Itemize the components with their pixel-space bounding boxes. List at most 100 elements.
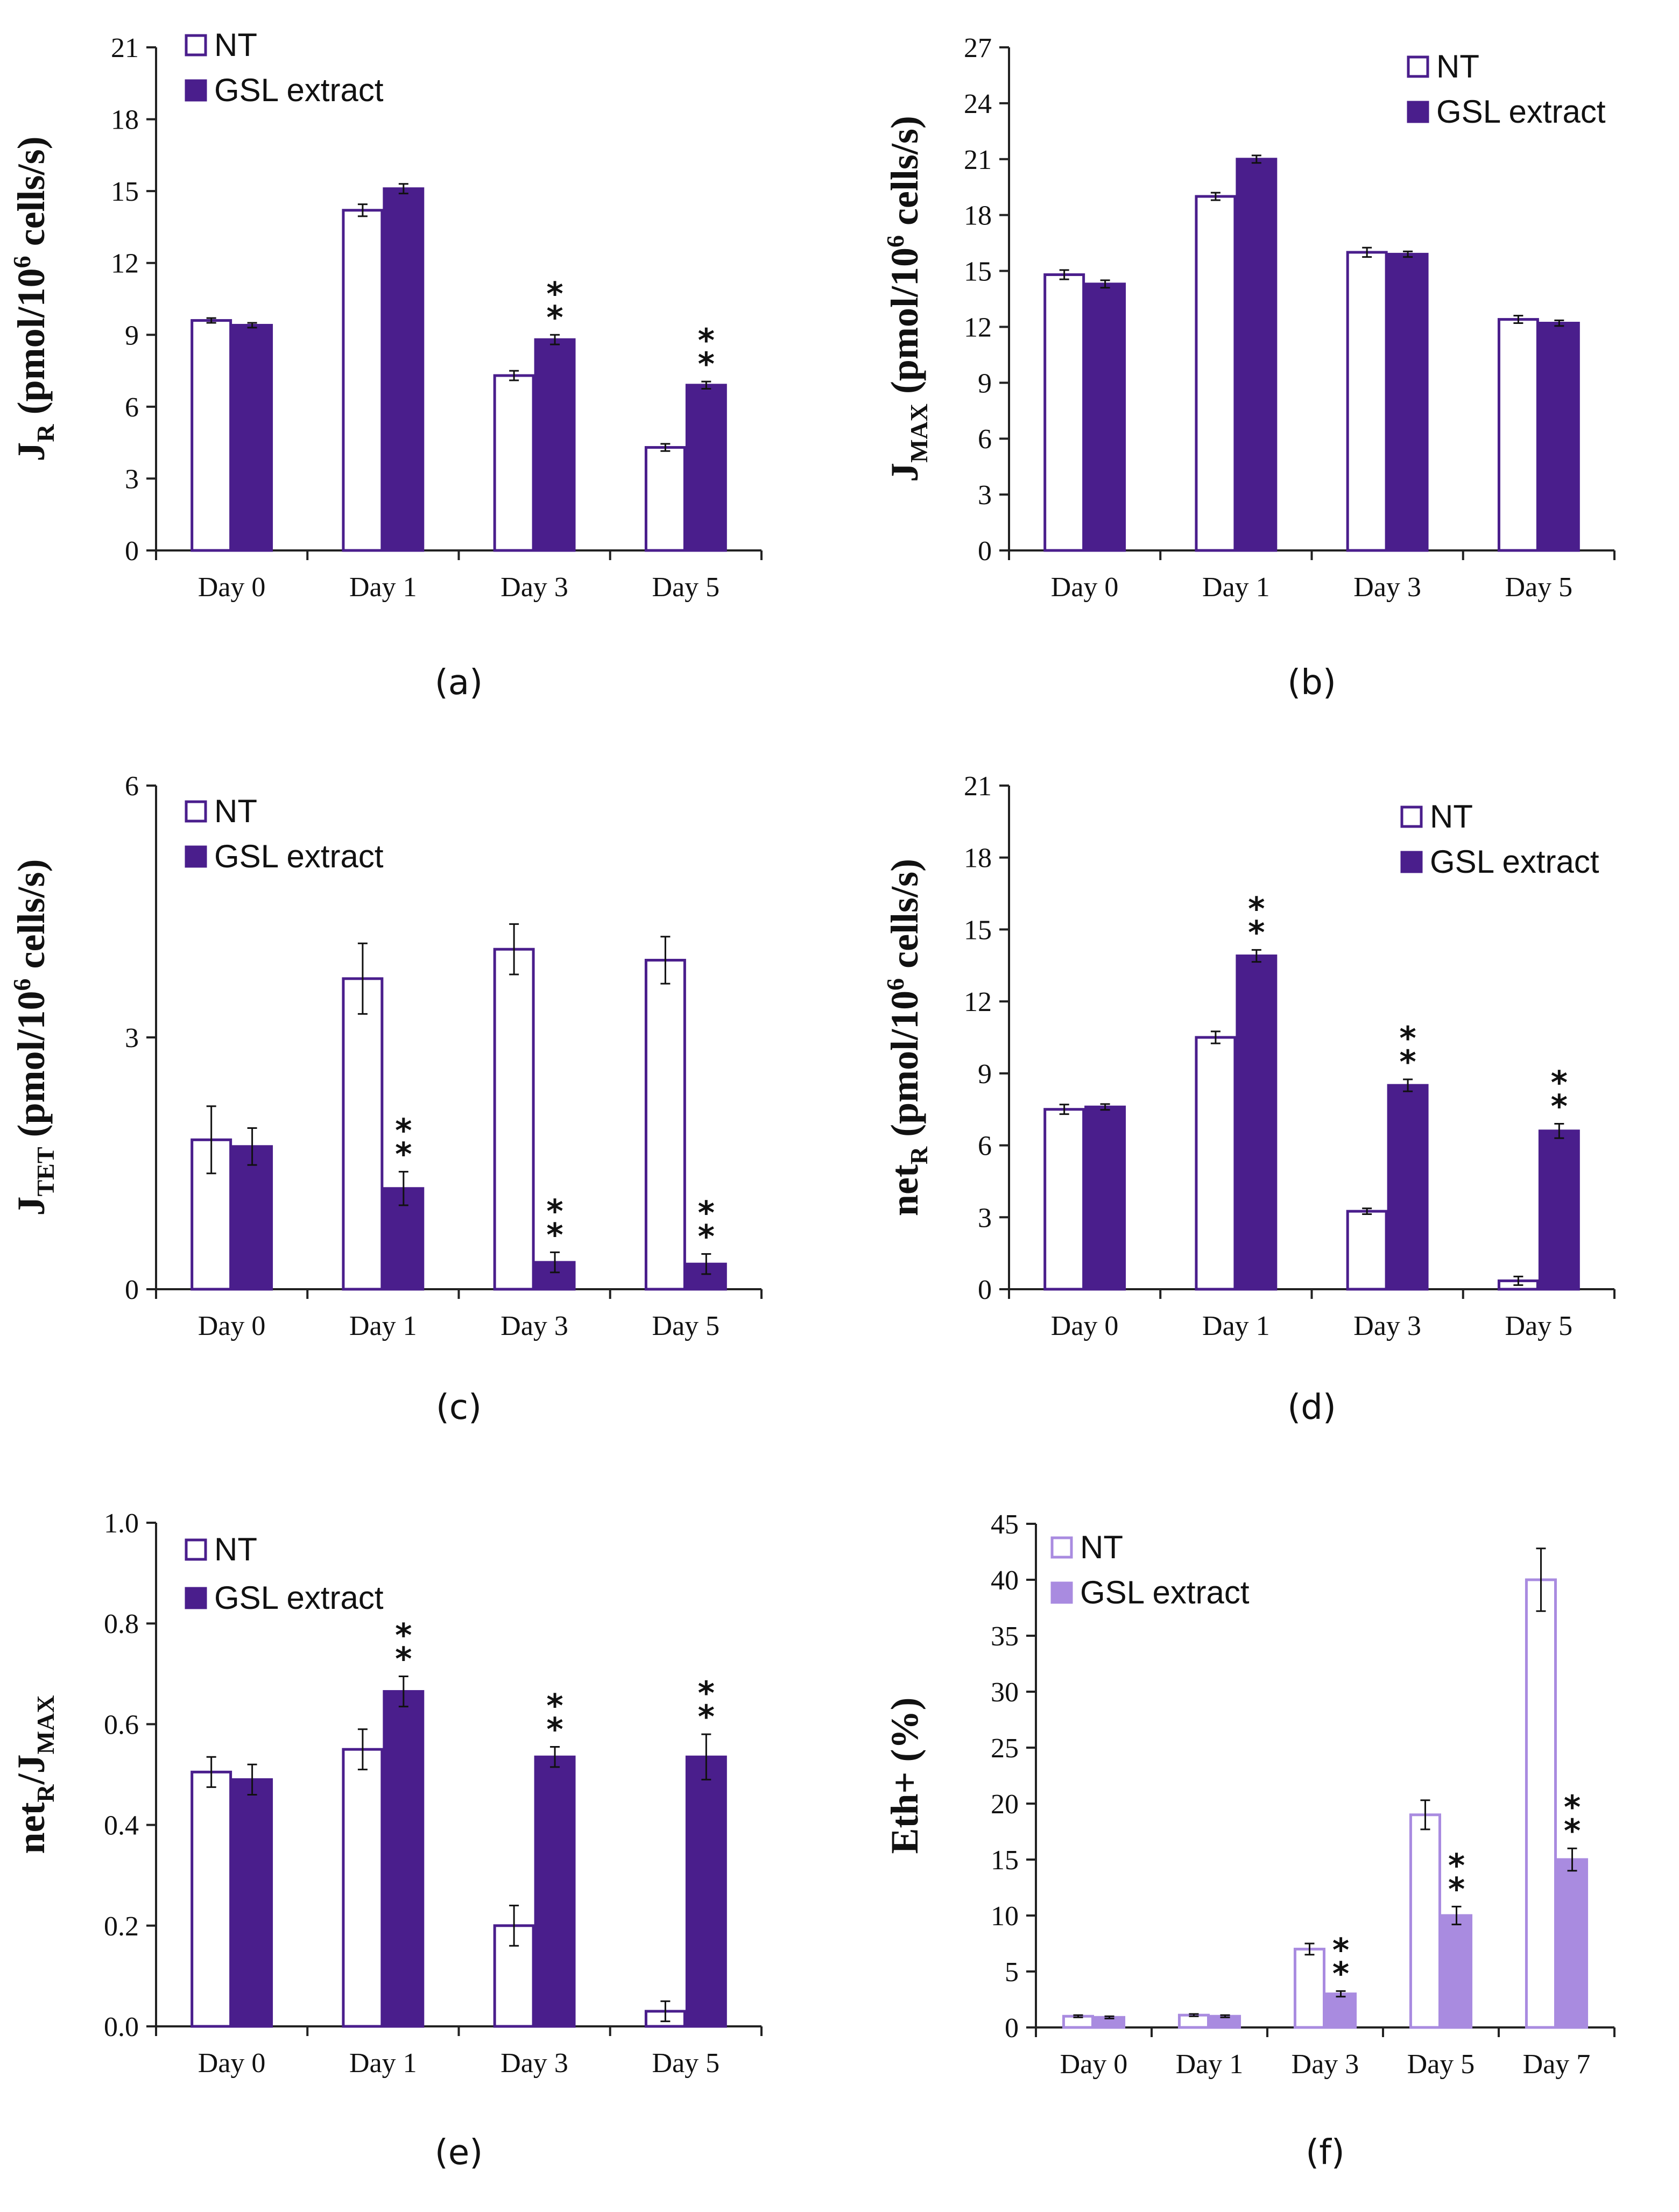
bar-gsl — [685, 1755, 727, 2028]
legend-swatch-nt — [1050, 1536, 1073, 1559]
bar-nt — [644, 446, 686, 552]
bar-gsl — [1084, 282, 1126, 552]
legend-swatch-gsl — [185, 79, 207, 102]
panel-caption: (b) — [1287, 663, 1336, 703]
legend-swatch-gsl — [185, 845, 207, 868]
x-tick-label: Day 0 — [198, 2048, 266, 2079]
legend-swatch-nt — [185, 34, 207, 56]
y-tick-label: 1.0 — [104, 1508, 139, 1539]
y-tick-label: 21 — [964, 145, 992, 175]
y-tick-label: 15 — [964, 915, 992, 945]
y-tick-label: 5 — [1005, 1957, 1019, 1988]
chart-panel-f: 0 5 10 15 20 25 30 35 40 45 Day 0 Day 1 Day 3 Day 5 Da… — [883, 1509, 1615, 2173]
bar-nt — [1195, 195, 1237, 552]
x-tick-label: Day 1 — [349, 2048, 417, 2079]
significance-marker-lower: * — [1551, 1087, 1568, 1125]
y-tick-label: 0 — [978, 1275, 992, 1305]
x-tick-label: Day 3 — [500, 1311, 568, 1341]
bar-nt — [1346, 1210, 1388, 1291]
significance-marker-upper: * — [1399, 1020, 1416, 1057]
bar-nt — [1195, 1036, 1237, 1291]
y-tick-label: 21 — [964, 771, 992, 802]
y-tick-label: 10 — [991, 1901, 1019, 1932]
y-tick-label: 0.4 — [104, 1811, 139, 1841]
x-tick-label: Day 1 — [1202, 1311, 1270, 1341]
significance-marker-lower: * — [698, 1218, 715, 1255]
x-tick-label: Day 0 — [1051, 572, 1119, 603]
x-tick-label: Day 1 — [1202, 572, 1270, 603]
panel-caption: (c) — [436, 1388, 482, 1427]
bar-nt — [1525, 1578, 1557, 2029]
y-tick-label: 0.0 — [104, 2012, 139, 2043]
bar-gsl — [1236, 954, 1278, 1291]
bar-nt — [493, 948, 535, 1291]
x-tick-label: Day 3 — [1353, 572, 1421, 603]
y-axis-title-part: cells/s) — [10, 136, 53, 256]
y-tick-label: 18 — [964, 201, 992, 231]
y-axis-title-part: Eth+ (%) — [883, 1697, 926, 1854]
x-tick-label: Day 0 — [1051, 1311, 1119, 1341]
y-tick-label: 18 — [964, 843, 992, 874]
significance-marker-upper: * — [395, 1616, 412, 1654]
y-tick-label: 15 — [964, 257, 992, 287]
significance-marker-lower: * — [698, 345, 715, 383]
bar-gsl — [1325, 1992, 1357, 2029]
bar-nt — [1497, 318, 1539, 552]
legend-label: GSL extract — [1430, 844, 1599, 880]
y-axis-title: netR/JMAX — [10, 1695, 59, 1854]
y-axis-title-part: R — [32, 424, 59, 442]
significance-marker-lower: * — [546, 1711, 563, 1749]
y-tick-label: 18 — [111, 105, 139, 136]
bar-gsl — [685, 384, 727, 552]
bar-nt — [1409, 1813, 1441, 2029]
significance-marker-lower: * — [1332, 1955, 1349, 1992]
y-axis-title-part: 6 — [881, 978, 909, 991]
y-axis-title-part: R — [32, 1784, 59, 1803]
panel-caption: (e) — [435, 2133, 483, 2173]
y-tick-label: 24 — [964, 89, 992, 119]
y-axis-title-part: cells/s) — [10, 859, 53, 978]
bar-nt — [493, 374, 535, 552]
significance-marker-upper: * — [546, 275, 563, 313]
significance-marker-upper: * — [1551, 1064, 1568, 1101]
chart-panel-b: 0 3 6 9 12 15 18 21 24 27 Day 0 Day 1 Day 3 Day 5 NT GS… — [881, 33, 1615, 703]
bar-gsl — [1556, 1858, 1589, 2029]
y-tick-label: 6 — [978, 424, 992, 455]
legend-swatch-nt — [1407, 55, 1429, 78]
bar-nt — [1293, 1947, 1325, 2029]
y-axis-title-part: J — [883, 463, 926, 482]
y-tick-label: 3 — [978, 480, 992, 511]
significance-marker-upper: * — [395, 1112, 412, 1150]
x-tick-label: Day 5 — [652, 572, 720, 603]
bar-nt — [644, 958, 686, 1291]
y-axis-title-part: (pmol/10 — [883, 991, 926, 1147]
significance-marker-lower: * — [395, 1136, 412, 1174]
significance-marker-upper: * — [698, 1674, 715, 1712]
bar-gsl — [231, 323, 273, 552]
y-tick-label: 25 — [991, 1733, 1019, 1764]
significance-marker-lower: * — [1248, 914, 1265, 951]
y-tick-label: 35 — [991, 1621, 1019, 1652]
bar-gsl — [383, 1690, 425, 2028]
significance-marker-upper: * — [698, 322, 715, 359]
legend-label: NT — [214, 27, 257, 63]
y-tick-label: 0.8 — [104, 1609, 139, 1639]
bar-gsl — [1538, 322, 1580, 552]
y-axis-title-part: (pmol/10 — [10, 268, 53, 424]
legend-label: GSL extract — [1436, 94, 1606, 130]
bar-gsl — [534, 338, 576, 552]
y-tick-label: 12 — [964, 987, 992, 1017]
y-tick-label: 0.2 — [104, 1911, 139, 1942]
significance-marker-upper: * — [546, 1687, 563, 1725]
y-tick-label: 0 — [1005, 2013, 1019, 2044]
significance-marker-lower: * — [395, 1640, 412, 1678]
bar-nt — [1346, 251, 1388, 552]
y-axis-title: JTET (pmol/106 cells/s) — [8, 859, 59, 1215]
legend-label: NT — [1430, 798, 1473, 835]
y-axis-title-part: net — [10, 1803, 53, 1854]
legend-swatch-gsl — [185, 1587, 207, 1609]
